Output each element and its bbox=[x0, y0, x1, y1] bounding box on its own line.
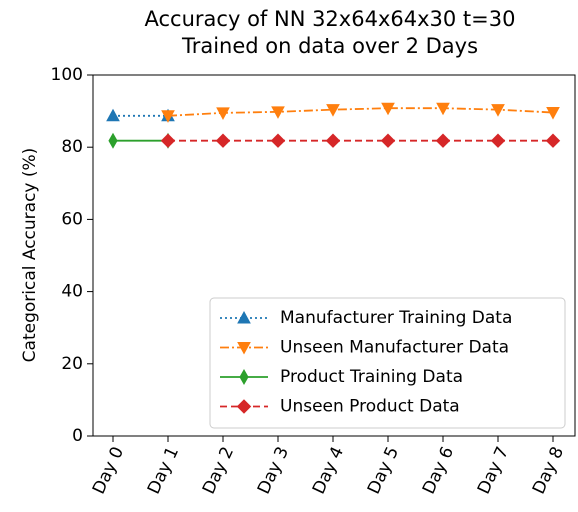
x-tick-label: Day 7 bbox=[474, 444, 513, 498]
marker bbox=[237, 342, 251, 355]
marker bbox=[237, 310, 251, 324]
legend: Manufacturer Training Data Unseen Manufac… bbox=[209, 297, 566, 429]
marker bbox=[491, 104, 505, 117]
y-tick-label: 80 bbox=[61, 137, 83, 157]
y-tick-label: 0 bbox=[72, 426, 83, 446]
x-tick-label: Day 2 bbox=[199, 444, 238, 498]
legend-box bbox=[209, 297, 566, 429]
marker bbox=[270, 133, 286, 148]
legend-label: Unseen Manufacturer Data bbox=[280, 338, 509, 358]
marker bbox=[161, 110, 175, 123]
marker bbox=[436, 102, 450, 116]
x-tick-label: Day 0 bbox=[89, 444, 128, 498]
legend-label: Unseen Product Data bbox=[280, 397, 460, 417]
y-tick-label: 20 bbox=[61, 354, 83, 374]
y-axis-label: Categorical Accuracy (%) bbox=[20, 148, 40, 363]
marker bbox=[380, 133, 396, 148]
y-tick-label: 40 bbox=[61, 282, 83, 302]
marker bbox=[236, 399, 252, 414]
marker bbox=[325, 133, 341, 148]
marker bbox=[545, 133, 561, 148]
marker bbox=[546, 107, 560, 120]
legend-label: Product Training Data bbox=[280, 367, 463, 387]
marker bbox=[381, 102, 395, 116]
chart-title: Trained on data over 2 Days bbox=[181, 34, 478, 58]
x-tick-label: Day 8 bbox=[529, 444, 568, 498]
y-tick-label: 60 bbox=[61, 209, 83, 229]
marker bbox=[106, 108, 120, 122]
chart-title: Accuracy of NN 32x64x64x30 t=30 bbox=[145, 7, 516, 31]
marker bbox=[326, 104, 340, 117]
x-tick-label: Day 6 bbox=[419, 444, 458, 498]
x-tick-label: Day 4 bbox=[309, 444, 348, 498]
x-tick-label: Day 5 bbox=[364, 444, 403, 498]
legend-label: Manufacturer Training Data bbox=[280, 308, 512, 328]
y-tick-label: 100 bbox=[51, 65, 83, 85]
plot-frame bbox=[92, 74, 576, 437]
marker bbox=[108, 132, 118, 149]
marker bbox=[271, 106, 285, 119]
marker bbox=[435, 133, 451, 148]
marker bbox=[490, 133, 506, 148]
x-tick-label: Day 1 bbox=[144, 444, 183, 498]
marker bbox=[215, 133, 231, 148]
marker bbox=[216, 107, 230, 120]
x-tick-label: Day 3 bbox=[254, 444, 293, 498]
series-line bbox=[167, 107, 554, 117]
marker bbox=[160, 133, 176, 148]
marker bbox=[239, 368, 249, 386]
